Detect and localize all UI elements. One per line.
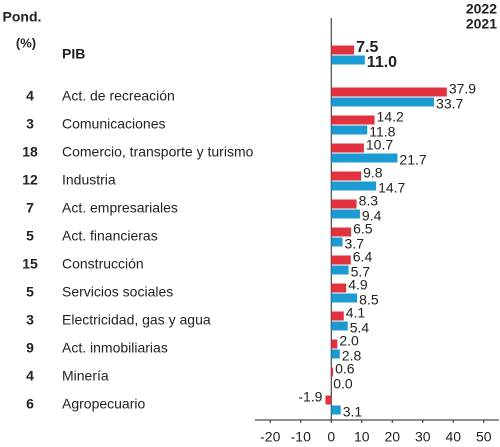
category-label: Industria (62, 172, 116, 188)
bar (331, 283, 347, 293)
bar (331, 405, 341, 415)
x-tick-label: 0 (327, 429, 335, 445)
bar (331, 115, 375, 125)
weight-label: 18 (22, 144, 38, 160)
bar (331, 293, 358, 303)
value-label: 33.7 (436, 96, 463, 112)
category-label: Electricidad, gas y agua (62, 312, 211, 328)
bar (325, 395, 332, 405)
weight-label: 9 (26, 340, 34, 356)
x-tick-label: 10 (354, 429, 370, 445)
weight-unit: (%) (16, 35, 36, 50)
value-label: 2.0 (339, 333, 359, 349)
x-tick-label: 30 (415, 429, 431, 445)
bar (331, 87, 447, 97)
category-label: Act. empresariales (62, 200, 178, 216)
value-label: 21.7 (399, 152, 426, 168)
value-label: 5.4 (350, 320, 370, 336)
value-label: 0.0 (333, 376, 353, 392)
category-label: Construcción (62, 256, 144, 272)
x-tick-label: 50 (476, 429, 492, 445)
value-label: 7.5 (356, 39, 378, 56)
bar (331, 45, 355, 55)
value-label: 37.9 (449, 81, 476, 97)
weight-label: 12 (22, 172, 38, 188)
x-tick-label: 40 (445, 429, 461, 445)
bar (331, 367, 334, 377)
bar (331, 55, 365, 65)
value-label: 0.6 (335, 361, 355, 377)
weight-label: 6 (26, 396, 34, 412)
weight-label: 5 (26, 228, 34, 244)
weight-label: 3 (26, 312, 34, 328)
bar (331, 209, 360, 219)
weight-label: 7 (26, 200, 34, 216)
x-tick-label: -10 (291, 429, 311, 445)
weight-label: 3 (26, 116, 34, 132)
value-label: 2.8 (342, 348, 362, 364)
bar (331, 321, 348, 331)
bar (331, 171, 362, 181)
bar (331, 349, 340, 359)
weight-label: 15 (22, 256, 38, 272)
category-label: Comercio, transporte y turismo (62, 144, 254, 160)
category-label: PIB (62, 46, 85, 62)
value-label: 11.8 (369, 124, 395, 140)
bar (331, 265, 349, 275)
value-label: 9.8 (363, 165, 383, 181)
category-label: Servicios sociales (62, 284, 173, 300)
weight-header: Pond. (3, 9, 42, 25)
value-label: 9.4 (362, 208, 382, 224)
value-label: 6.5 (353, 221, 373, 237)
bar (331, 237, 343, 247)
value-label: 14.7 (378, 180, 405, 196)
bar (331, 311, 344, 321)
value-label: 3.7 (345, 236, 365, 252)
category-label: Comunicaciones (62, 116, 166, 132)
value-label: -1.9 (298, 389, 322, 405)
bar (331, 97, 435, 107)
legend-entry: 2022 (466, 1, 497, 17)
weight-label: 5 (26, 284, 34, 300)
value-label: 14.2 (377, 109, 404, 125)
bar (331, 125, 368, 135)
bar (331, 199, 357, 209)
bar (331, 339, 338, 349)
value-label: 6.4 (353, 249, 373, 265)
bar (331, 255, 351, 265)
legend-entry: 2021 (466, 16, 497, 32)
category-label: Act. de recreación (62, 88, 175, 104)
x-tick-label: -20 (260, 429, 280, 445)
category-label: Minería (62, 368, 109, 384)
value-label: 8.5 (359, 292, 379, 308)
category-label: Act. financieras (62, 228, 158, 244)
weight-label: 4 (26, 88, 34, 104)
value-label: 10.7 (366, 137, 393, 153)
category-label: Act. inmobiliarias (62, 340, 168, 356)
x-tick-label: 20 (384, 429, 400, 445)
bar (331, 181, 377, 191)
value-label: 5.7 (351, 264, 371, 280)
value-label: 11.0 (367, 54, 397, 71)
weight-label: 4 (26, 368, 34, 384)
value-label: 8.3 (359, 193, 379, 209)
value-label: 4.1 (346, 305, 366, 321)
bar (331, 227, 352, 237)
category-label: Agropecuario (62, 396, 145, 412)
value-label: 4.9 (348, 277, 368, 293)
value-label: 3.1 (343, 404, 363, 420)
bar (331, 153, 398, 163)
bar (331, 143, 364, 153)
